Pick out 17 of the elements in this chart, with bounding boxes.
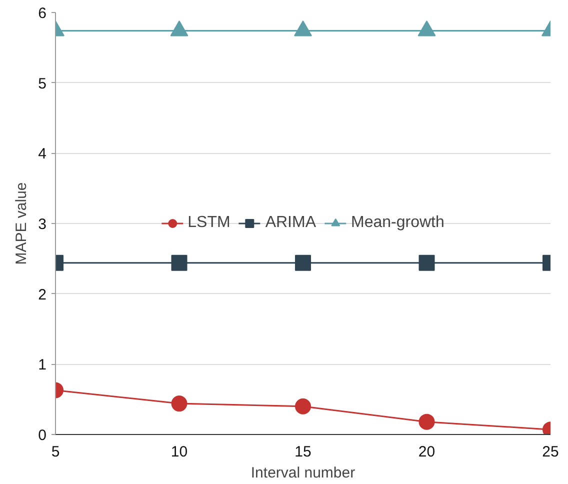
x-axis-title: Interval number: [250, 464, 356, 482]
x-tick-label: 25: [542, 444, 559, 460]
y-tick-label: 2: [38, 286, 46, 304]
y-tick-label: 6: [38, 5, 46, 22]
legend-label: LSTM: [188, 214, 230, 232]
x-tick-label: 20: [418, 444, 436, 460]
y-tick-label: 5: [38, 75, 46, 92]
x-tick-label: 5: [51, 444, 60, 460]
y-tick-label: 1: [38, 356, 46, 374]
y-tick-label: 3: [38, 216, 46, 233]
y-axis-title: MAPE value: [13, 182, 30, 265]
legend-label: ARIMA: [265, 214, 316, 232]
y-tick-label: 4: [38, 146, 46, 163]
legend-label: Mean-growth: [350, 214, 444, 232]
y-tick-label: 0: [38, 427, 46, 444]
x-tick-label: 15: [294, 444, 312, 460]
x-tick-label: 10: [170, 444, 188, 460]
